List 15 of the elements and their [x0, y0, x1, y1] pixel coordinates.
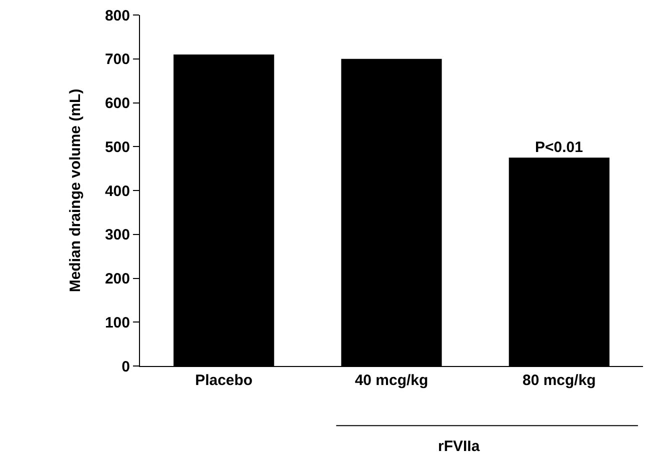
- x-tick-label: Placebo: [195, 372, 253, 389]
- annotation: P<0.01: [535, 139, 583, 156]
- y-tick-label: 700: [104, 51, 130, 68]
- y-tick-label: 300: [104, 226, 130, 244]
- y-tick-label: 100: [104, 314, 130, 332]
- y-tick-label: 600: [104, 95, 130, 112]
- y-tick-label: 200: [104, 270, 130, 288]
- y-axis-title: Median drainge volume (mL): [67, 88, 84, 292]
- x-tick-label: 40 mcg/kg: [354, 372, 428, 389]
- y-tick-label: 0: [122, 358, 130, 376]
- x-tick-label: 80 mcg/kg: [522, 372, 596, 389]
- y-tick-label: 400: [104, 182, 130, 200]
- y-tick-label: 800: [104, 7, 130, 24]
- text: rFVIIa: [438, 438, 480, 455]
- y-tick-label: 500: [104, 138, 130, 156]
